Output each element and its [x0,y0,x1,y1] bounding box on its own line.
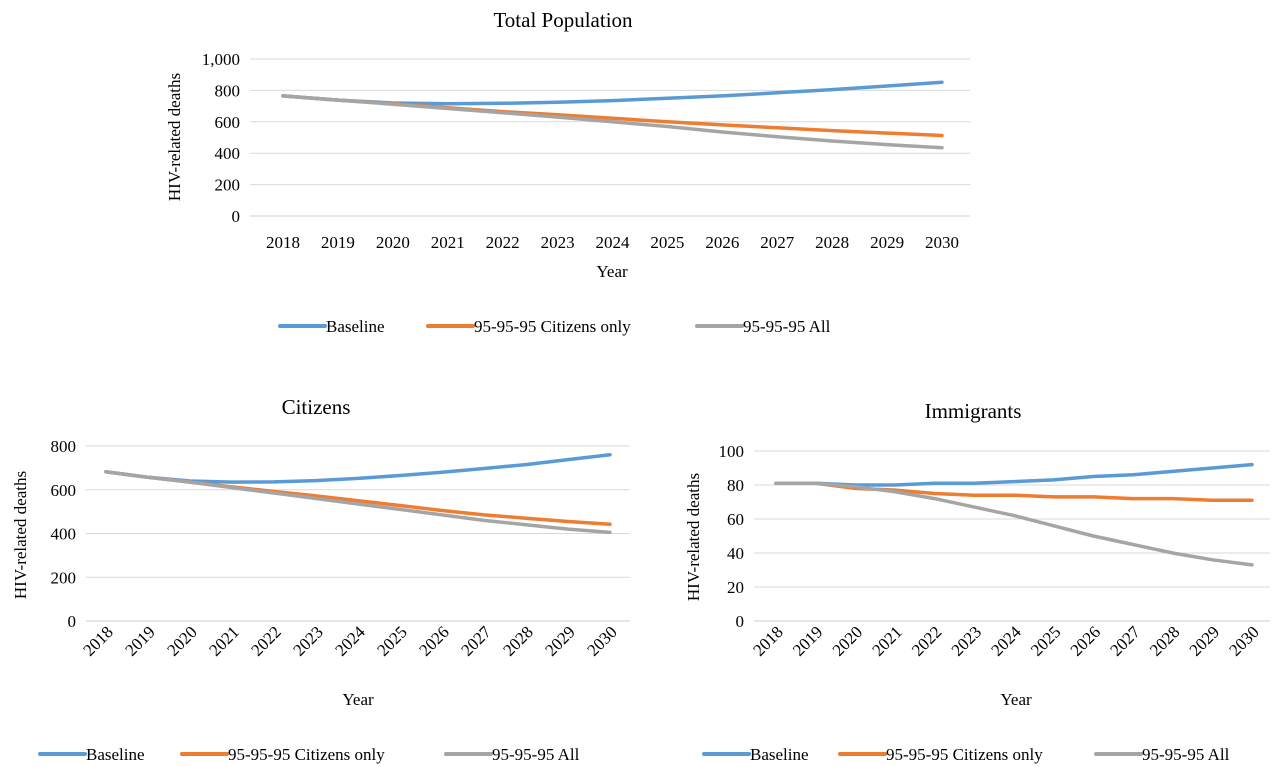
y-tick-label: 100 [719,442,745,461]
series-line-2 [774,481,1254,567]
y-tick-label: 200 [51,568,77,587]
x-tick-label: 2029 [1186,622,1223,659]
x-tick-label: 2019 [789,622,826,659]
legend-label: 95-95-95 Citizens only [474,317,631,336]
y-tick-labels: 0 200 400 600 800 [51,437,77,631]
x-tick-label: 2018 [266,233,300,252]
y-axis-title: HIV-related deaths [684,473,703,601]
legend-label: 95-95-95 All [492,745,580,764]
x-tick-label: 2020 [163,622,200,659]
y-tick-label: 200 [215,176,241,195]
x-tick-labels: 2018 2019 2020 2021 2022 2023 2024 2025 2026 2027… [266,233,959,252]
x-tick-label: 2021 [205,622,242,659]
gridlines [86,445,630,622]
x-tick-label: 2018 [79,622,116,659]
y-axis-title: HIV-related deaths [165,73,184,201]
x-tick-label: 2021 [868,622,905,659]
x-tick-label: 2028 [1146,622,1183,659]
chart-title: Total Population [493,8,633,32]
x-tick-label: 2022 [908,622,945,659]
legend-label: 95-95-95 Citizens only [228,745,385,764]
x-tick-label: 2025 [373,622,410,659]
x-tick-label: 2020 [829,622,866,659]
x-tick-label: 2029 [541,622,578,659]
x-tick-label: 2030 [1225,622,1262,659]
x-tick-labels: 2018 2019 2020 2021 2022 2023 2024 2025 2026 2027… [79,622,620,660]
series-lines [281,80,944,150]
chart-total-population: Total Population 0 200 400 600 800 1,000 2018… [165,8,970,336]
y-tick-label: 40 [727,544,744,563]
x-tick-label: 2023 [541,233,575,252]
legend: Baseline 95-95-95 Citizens only 95-95-95 A… [702,745,1230,764]
gridlines [754,450,1270,622]
x-tick-label: 2025 [650,233,684,252]
legend-label: 95-95-95 Citizens only [886,745,1043,764]
legend-label: 95-95-95 All [1142,745,1230,764]
x-tick-label: 2019 [321,233,355,252]
x-tick-label: 2026 [1067,622,1104,659]
chart-title: Immigrants [925,399,1022,423]
series-line-2 [281,94,944,150]
y-tick-label: 0 [232,207,241,226]
x-axis-title: Year [596,262,628,281]
x-tick-label: 2022 [486,233,520,252]
x-tick-label: 2020 [376,233,410,252]
x-tick-label: 2028 [499,622,536,659]
x-tick-label: 2019 [121,622,158,659]
y-tick-label: 0 [68,612,77,631]
x-tick-label: 2021 [431,233,465,252]
gridlines [250,58,970,217]
x-tick-label: 2024 [596,233,631,252]
y-tick-label: 1,000 [202,50,240,69]
x-tick-label: 2023 [948,622,985,659]
y-tick-label: 400 [51,525,77,544]
chart-title: Citizens [282,395,351,419]
series-line-2 [104,470,612,535]
series-lines [104,453,612,535]
x-tick-label: 2026 [415,622,452,659]
x-tick-label: 2029 [870,233,904,252]
legend-label: Baseline [86,745,145,764]
y-tick-label: 80 [727,476,744,495]
x-tick-label: 2023 [289,622,326,659]
legend-label: Baseline [326,317,385,336]
y-tick-label: 600 [215,113,241,132]
y-tick-label: 800 [215,81,241,100]
x-tick-label: 2027 [760,233,795,252]
y-axis-title: HIV-related deaths [11,471,30,599]
y-tick-labels: 0 200 400 600 800 1,000 [202,50,240,226]
series-line-0 [281,80,944,106]
y-tick-labels: 0 20 40 60 80 100 [719,442,745,631]
y-tick-label: 60 [727,510,744,529]
x-tick-label: 2022 [247,622,284,659]
x-tick-label: 2026 [705,233,739,252]
y-tick-label: 600 [51,481,77,500]
y-tick-label: 0 [736,612,745,631]
x-tick-label: 2024 [331,622,369,660]
x-axis-title: Year [1000,690,1032,709]
x-tick-label: 2028 [815,233,849,252]
x-tick-label: 2030 [925,233,959,252]
series-line-0 [104,453,612,484]
x-tick-labels: 2018 2019 2020 2021 2022 2023 2024 2025 2026 2027… [749,622,1262,660]
y-tick-label: 20 [727,578,744,597]
legend: Baseline 95-95-95 Citizens only 95-95-95 A… [278,317,831,336]
y-tick-label: 400 [215,144,241,163]
legend: Baseline 95-95-95 Citizens only 95-95-95 A… [38,745,580,764]
legend-label: Baseline [750,745,809,764]
x-axis-title: Year [342,690,374,709]
x-tick-label: 2024 [987,622,1025,660]
y-tick-label: 800 [51,437,77,456]
x-tick-label: 2018 [749,622,786,659]
x-tick-label: 2027 [1106,622,1144,660]
series-lines [774,462,1254,567]
x-tick-label: 2030 [583,622,620,659]
legend-label: 95-95-95 All [743,317,831,336]
chart-immigrants: Immigrants 0 20 40 60 80 100 2018 2019 2020 2021… [684,399,1270,764]
x-tick-label: 2025 [1027,622,1064,659]
x-tick-label: 2027 [457,622,495,660]
series-line-0 [774,462,1254,487]
